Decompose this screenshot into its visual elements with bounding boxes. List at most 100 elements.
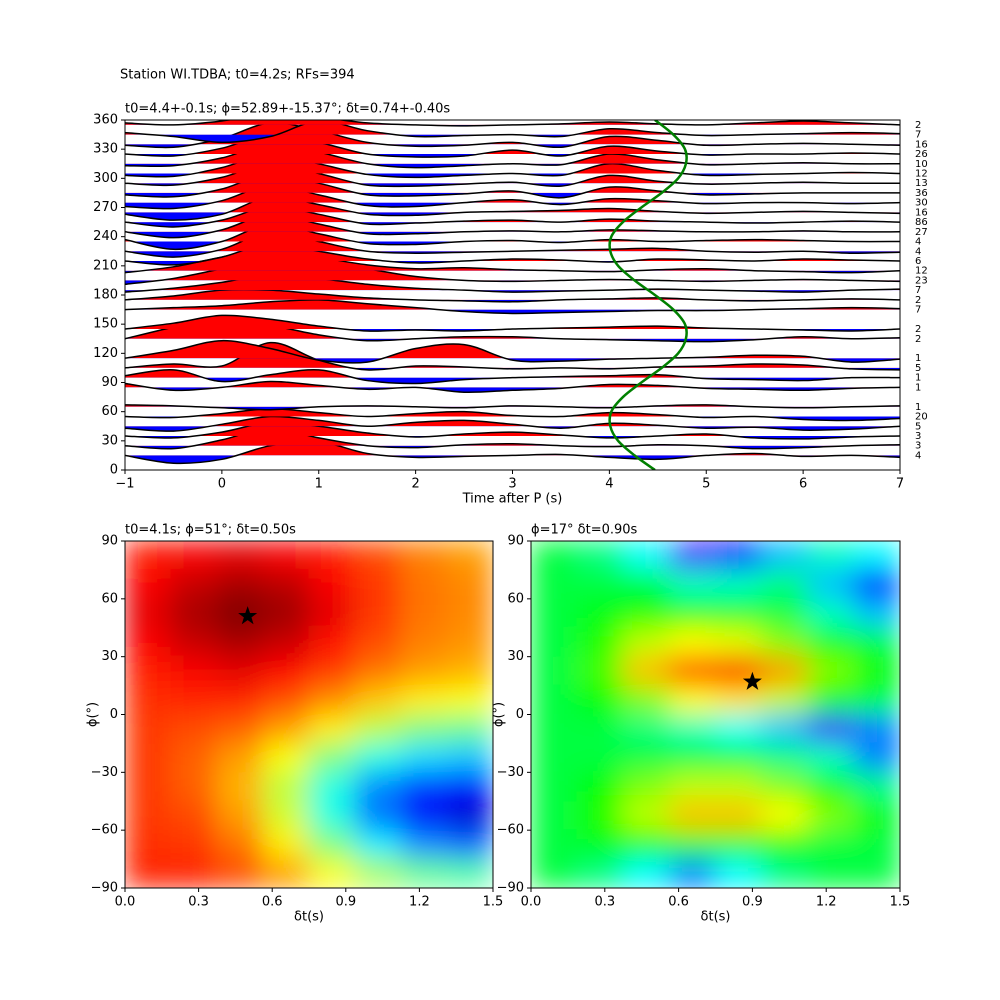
heat-cell: [853, 685, 900, 715]
heat-cell: [216, 800, 264, 831]
trace-count: 3: [915, 441, 921, 452]
heat-cell: [308, 742, 356, 773]
y-tick-label: 90: [507, 534, 524, 549]
negative-fill: [125, 212, 900, 221]
heat-cell: [807, 714, 855, 744]
heat-cell: [446, 685, 493, 715]
heat-cell: [531, 685, 578, 715]
positive-fill: [125, 163, 900, 184]
heat-cell: [853, 742, 900, 773]
trace-count: 27: [915, 227, 928, 238]
trace-count: 20: [915, 412, 928, 423]
heat-cell: [446, 569, 493, 600]
heat-cell: [216, 858, 264, 888]
y-tick-label: −30: [497, 765, 524, 780]
trace-line: [125, 404, 900, 411]
axes-title: t0=4.1s; ϕ=51°; δt=0.50s: [125, 523, 296, 538]
heat-cell: [853, 829, 900, 860]
heat-cell: [668, 656, 716, 687]
positive-fill: [125, 315, 755, 330]
negative-fill: [125, 455, 900, 464]
heat-cell: [576, 656, 624, 687]
negative-fill: [125, 202, 900, 209]
heat-cell: [622, 569, 670, 600]
heat-cell: [354, 685, 402, 715]
heat-cell: [400, 656, 448, 687]
heat-cell: [576, 829, 624, 860]
trace-count: 1: [915, 373, 921, 384]
x-tick-label: 6: [799, 477, 807, 492]
positive-fill: [125, 223, 852, 242]
heat-cell: [354, 800, 402, 831]
heat-cell: [125, 656, 172, 687]
trace-line: [125, 380, 900, 394]
trace-line: [125, 368, 900, 385]
heat-cell: [853, 541, 900, 571]
heat-cell: [622, 742, 670, 773]
heat-cell: [715, 714, 763, 744]
y-tick-label: 270: [93, 200, 118, 215]
x-tick-label: 5: [702, 477, 710, 492]
heat-cell: [807, 685, 855, 715]
heat-cell: [853, 800, 900, 831]
heat-cell: [170, 569, 218, 600]
heat-cell: [622, 541, 670, 571]
heat-cell: [354, 627, 402, 658]
heat-cell: [853, 714, 900, 744]
positive-fill: [125, 416, 900, 427]
trace-count: 23: [915, 275, 928, 286]
heat-cell: [216, 541, 264, 571]
x-tick-label: 0.3: [188, 895, 209, 910]
heat-cell: [354, 656, 402, 687]
heat-cell: [308, 714, 356, 744]
heat-cell: [531, 858, 578, 888]
heat-cell: [400, 598, 448, 629]
heat-cell: [668, 598, 716, 629]
trace-count: 1: [915, 353, 921, 364]
y-tick-label: −90: [497, 881, 524, 896]
heat-cell: [761, 656, 809, 687]
heat-cell: [354, 541, 402, 571]
y-tick-label: 210: [93, 258, 118, 273]
positive-fill: [125, 120, 900, 125]
heat-cell: [715, 858, 763, 888]
heat-cell: [400, 771, 448, 802]
heat-cell: [761, 771, 809, 802]
negative-fill: [125, 241, 900, 250]
heat-cell: [400, 685, 448, 715]
trace-count: 4: [915, 237, 921, 248]
heat-cell: [125, 714, 172, 744]
predicted-curve: [608, 120, 688, 470]
heat-cell: [853, 598, 900, 629]
trace-count: 10: [915, 159, 928, 170]
heat-cell: [216, 656, 264, 687]
heat-cell: [668, 742, 716, 773]
y-tick-label: 180: [93, 288, 118, 303]
y-tick-label: 240: [93, 229, 118, 244]
heat-cell: [531, 627, 578, 658]
heat-cell: [400, 800, 448, 831]
heat-cell: [761, 598, 809, 629]
heat-cell: [531, 541, 578, 571]
y-axis-label: ϕ(°): [492, 702, 507, 727]
y-tick-label: 0: [516, 707, 524, 722]
heat-cell: [262, 656, 310, 687]
positive-fill: [150, 274, 900, 291]
trace-line: [125, 120, 900, 144]
heat-cell: [761, 627, 809, 658]
heat-cell: [531, 829, 578, 860]
x-tick-label: 7: [896, 477, 904, 492]
heat-cell: [125, 829, 172, 860]
heat-cell: [576, 598, 624, 629]
heat-cell: [216, 714, 264, 744]
heat-cell: [531, 742, 578, 773]
positive-fill: [125, 340, 900, 359]
trace-count: 12: [915, 266, 928, 277]
y-tick-label: −90: [91, 881, 118, 896]
heat-cell: [807, 541, 855, 571]
heat-cell: [216, 829, 264, 860]
plot-area: [125, 541, 493, 888]
figure-title: Station WI.TDBA; t0=4.2s; RFs=394: [120, 68, 355, 83]
x-axis-label: δt(s): [701, 910, 731, 925]
